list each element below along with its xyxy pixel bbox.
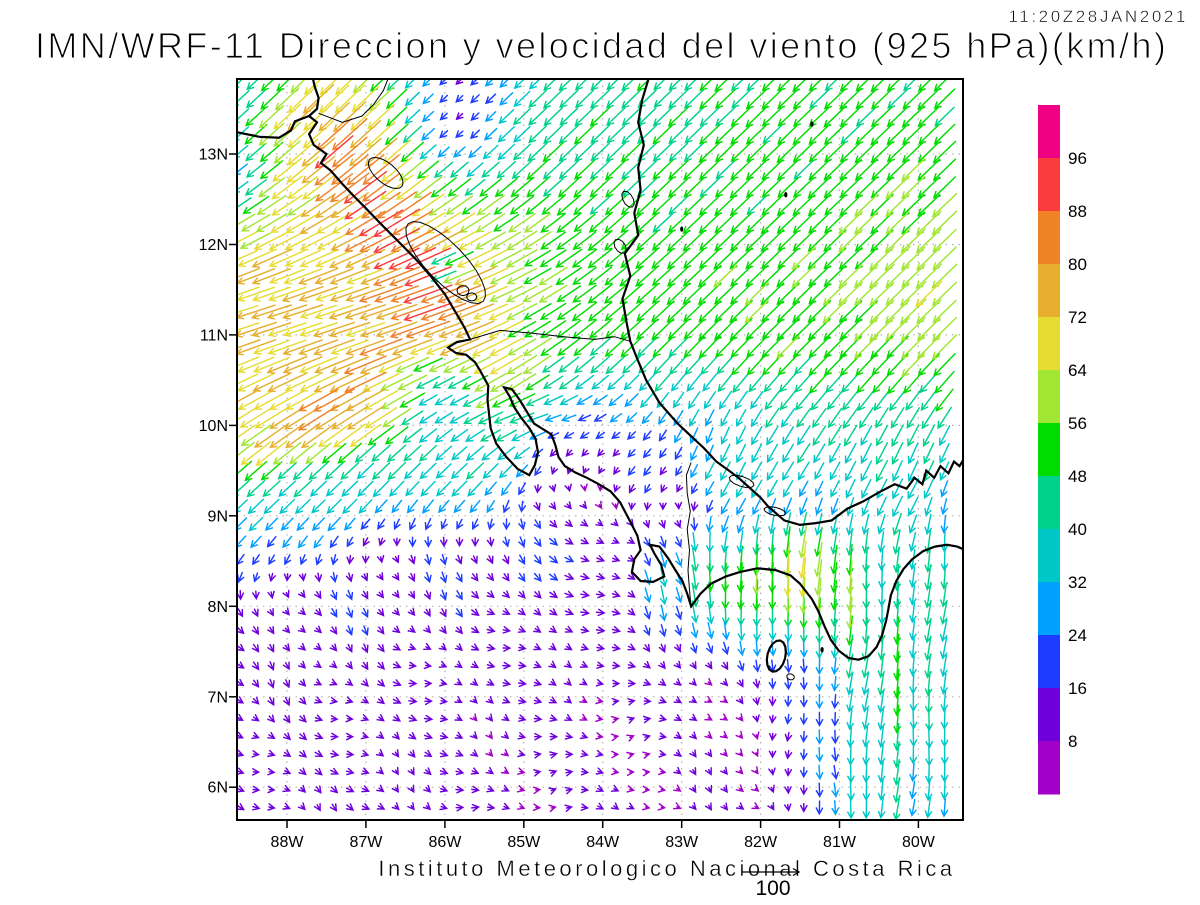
svg-text:Instituto Meteorologico Nacion: Instituto Meteorologico Nacional Costa R… [378, 856, 955, 881]
svg-text:IMN/WRF-11 Direccion y velocid: IMN/WRF-11 Direccion y velocidad del vie… [35, 25, 1168, 66]
svg-text:64: 64 [1068, 361, 1087, 380]
svg-text:7N: 7N [208, 689, 228, 706]
svg-text:16: 16 [1068, 679, 1087, 698]
svg-text:9N: 9N [208, 508, 228, 525]
svg-text:11:20Z28JAN2021: 11:20Z28JAN2021 [1008, 7, 1188, 26]
svg-text:84W: 84W [586, 834, 620, 851]
svg-text:82W: 82W [744, 834, 778, 851]
svg-text:13N: 13N [199, 147, 228, 164]
svg-text:81W: 81W [823, 834, 857, 851]
svg-text:85W: 85W [507, 834, 541, 851]
svg-text:8N: 8N [208, 599, 228, 616]
svg-text:96: 96 [1068, 149, 1087, 168]
svg-text:40: 40 [1068, 520, 1087, 539]
svg-text:83W: 83W [665, 834, 699, 851]
svg-text:8: 8 [1068, 732, 1077, 751]
svg-text:11N: 11N [200, 327, 228, 344]
svg-text:100: 100 [755, 877, 790, 900]
svg-text:48: 48 [1068, 467, 1087, 486]
svg-text:88: 88 [1068, 202, 1087, 221]
svg-text:80W: 80W [902, 834, 936, 851]
svg-text:32: 32 [1068, 573, 1087, 592]
svg-text:88W: 88W [271, 834, 305, 851]
svg-text:6N: 6N [208, 780, 228, 797]
svg-text:56: 56 [1068, 414, 1087, 433]
svg-text:10N: 10N [199, 418, 228, 435]
svg-text:24: 24 [1068, 626, 1087, 645]
svg-text:80: 80 [1068, 255, 1087, 274]
svg-text:72: 72 [1068, 308, 1087, 327]
svg-text:87W: 87W [349, 834, 383, 851]
svg-text:12N: 12N [199, 237, 228, 254]
svg-text:86W: 86W [428, 834, 462, 851]
